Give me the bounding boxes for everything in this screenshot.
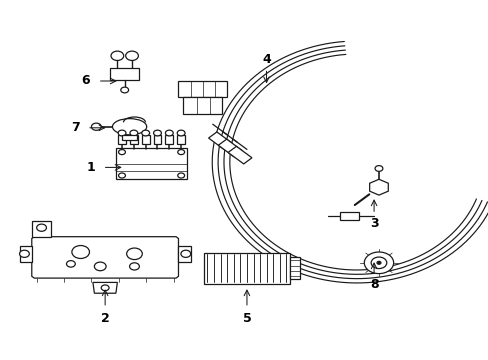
Text: 5: 5: [242, 312, 251, 325]
Circle shape: [91, 123, 101, 130]
Circle shape: [72, 246, 89, 258]
Circle shape: [376, 261, 380, 264]
Bar: [142, 135, 149, 144]
Ellipse shape: [112, 119, 146, 135]
Polygon shape: [208, 132, 232, 149]
Circle shape: [165, 130, 173, 136]
Bar: [178, 81, 227, 97]
Circle shape: [66, 261, 75, 267]
Bar: [153, 135, 161, 144]
Bar: [118, 135, 126, 144]
Bar: [183, 97, 222, 114]
Circle shape: [118, 173, 125, 178]
Circle shape: [130, 130, 138, 136]
Bar: [339, 212, 359, 220]
Polygon shape: [32, 237, 178, 278]
Bar: [289, 257, 300, 279]
Circle shape: [177, 173, 184, 178]
Circle shape: [177, 130, 184, 136]
Circle shape: [364, 252, 393, 274]
Bar: [122, 135, 137, 140]
Text: 1: 1: [86, 161, 95, 174]
Polygon shape: [218, 139, 242, 157]
Circle shape: [153, 130, 161, 136]
Bar: [130, 135, 138, 144]
Circle shape: [111, 51, 123, 60]
Circle shape: [374, 166, 382, 171]
Circle shape: [126, 248, 142, 260]
Circle shape: [118, 150, 125, 155]
Text: 8: 8: [369, 278, 378, 291]
Text: 6: 6: [81, 75, 90, 87]
Bar: [204, 253, 289, 284]
Circle shape: [177, 150, 184, 155]
Circle shape: [94, 262, 106, 271]
Polygon shape: [369, 179, 387, 195]
Circle shape: [142, 130, 149, 136]
Circle shape: [20, 250, 29, 257]
Text: 4: 4: [262, 53, 270, 66]
Text: 3: 3: [369, 217, 378, 230]
Circle shape: [118, 130, 126, 136]
Polygon shape: [93, 282, 117, 293]
Circle shape: [37, 224, 46, 231]
Polygon shape: [178, 246, 190, 262]
Polygon shape: [32, 221, 51, 237]
Circle shape: [370, 257, 386, 269]
Polygon shape: [228, 147, 251, 164]
Circle shape: [125, 51, 138, 60]
Bar: [177, 135, 184, 144]
Circle shape: [101, 285, 109, 291]
Bar: [116, 148, 186, 179]
Polygon shape: [20, 246, 32, 262]
Circle shape: [181, 250, 190, 257]
Text: 2: 2: [101, 312, 109, 325]
Bar: [165, 135, 173, 144]
Text: 7: 7: [71, 121, 80, 134]
Circle shape: [129, 263, 139, 270]
Bar: [110, 68, 139, 80]
Circle shape: [121, 87, 128, 93]
